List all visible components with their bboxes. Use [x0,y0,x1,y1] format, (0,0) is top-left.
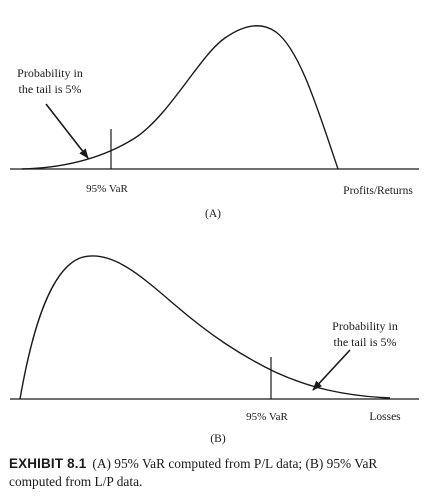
panel-b-distribution-curve [19,255,391,400]
exhibit-number: EXHIBIT 8.1 [9,456,87,471]
caption-text: (A) 95% VaR computed from P/L data; (B) … [9,456,378,489]
panel-a-callout-line-1: Probability in [17,66,83,80]
panel-a-callout-line-2: the tail is 5% [19,82,82,96]
var-diagram: Probability in the tail is 5% 95% VaR Pr… [10,25,419,445]
panel-b-callout-line-2: the tail is 5% [334,335,397,349]
panel-b-callout-arrow [312,349,351,391]
panel-b-callout-line-1: Probability in [332,319,398,333]
panel-a-callout-arrow [45,103,89,159]
panel-a-var-label: 95% VaR [86,183,128,195]
panel-b-axis-label: Losses [369,411,401,423]
panel-b-label: (B) [210,433,226,445]
panel-b-var-label: 95% VaR [246,411,288,423]
panel-a-label: (A) [205,208,221,220]
panel-a: Probability in the tail is 5% 95% VaR Pr… [10,25,419,220]
panel-a-distribution-curve [21,25,339,170]
panel-a-axis-label: Profits/Returns [343,185,413,197]
figure-caption: EXHIBIT 8.1 (A) 95% VaR computed from P/L… [9,455,421,491]
panel-b: Probability in the tail is 5% 95% VaR Lo… [10,255,419,445]
